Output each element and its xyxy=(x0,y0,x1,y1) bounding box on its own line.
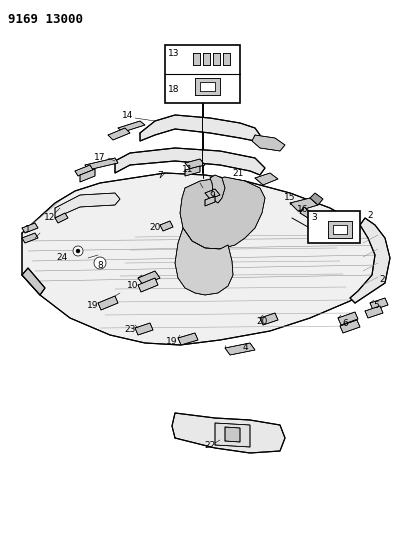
Polygon shape xyxy=(138,271,160,285)
Circle shape xyxy=(73,246,83,256)
Polygon shape xyxy=(195,78,220,95)
Polygon shape xyxy=(178,333,198,345)
Text: 1: 1 xyxy=(25,224,31,233)
Polygon shape xyxy=(138,278,158,292)
Polygon shape xyxy=(108,128,130,140)
Polygon shape xyxy=(22,223,38,233)
Polygon shape xyxy=(213,53,220,65)
Polygon shape xyxy=(328,221,352,238)
Polygon shape xyxy=(85,158,118,170)
Polygon shape xyxy=(22,233,38,243)
Polygon shape xyxy=(55,193,120,218)
Text: 7: 7 xyxy=(157,171,163,180)
Text: 11: 11 xyxy=(182,166,194,174)
Text: 20: 20 xyxy=(256,317,268,326)
Text: 16: 16 xyxy=(297,206,309,214)
Text: 19: 19 xyxy=(166,336,178,345)
Text: 24: 24 xyxy=(56,254,68,262)
Text: 13: 13 xyxy=(168,49,180,58)
Text: 15: 15 xyxy=(284,192,296,201)
Text: 9: 9 xyxy=(209,190,215,199)
Polygon shape xyxy=(203,53,210,65)
Text: 12: 12 xyxy=(44,214,55,222)
Polygon shape xyxy=(225,427,240,442)
Text: 2: 2 xyxy=(367,211,373,220)
Polygon shape xyxy=(260,313,278,325)
Circle shape xyxy=(94,257,106,269)
Polygon shape xyxy=(338,312,358,325)
Text: 10: 10 xyxy=(127,280,139,289)
Polygon shape xyxy=(300,207,312,218)
Circle shape xyxy=(76,249,80,253)
Text: 21: 21 xyxy=(232,168,244,177)
Polygon shape xyxy=(193,53,200,65)
Polygon shape xyxy=(223,53,230,65)
Text: 23: 23 xyxy=(124,326,136,335)
Polygon shape xyxy=(255,173,278,185)
Text: 19: 19 xyxy=(87,301,99,310)
Text: 14: 14 xyxy=(122,110,134,119)
Polygon shape xyxy=(205,196,215,206)
Polygon shape xyxy=(180,177,265,249)
Text: 17: 17 xyxy=(94,154,106,163)
Polygon shape xyxy=(185,166,200,176)
Polygon shape xyxy=(115,148,265,175)
Polygon shape xyxy=(310,193,323,205)
Bar xyxy=(308,211,360,243)
Polygon shape xyxy=(365,306,383,318)
Polygon shape xyxy=(160,221,173,231)
Text: 2: 2 xyxy=(379,276,385,285)
Polygon shape xyxy=(118,121,145,132)
Polygon shape xyxy=(22,173,385,345)
Polygon shape xyxy=(185,159,205,169)
Polygon shape xyxy=(22,268,45,295)
Text: 18: 18 xyxy=(168,85,180,93)
Polygon shape xyxy=(140,115,260,141)
Bar xyxy=(165,45,240,103)
Text: 9169 13000: 9169 13000 xyxy=(8,13,83,26)
Polygon shape xyxy=(215,423,250,447)
Text: 4: 4 xyxy=(242,343,248,352)
Polygon shape xyxy=(200,82,215,91)
Text: 5: 5 xyxy=(373,301,379,310)
Polygon shape xyxy=(80,169,95,182)
Polygon shape xyxy=(340,320,360,333)
Polygon shape xyxy=(350,218,390,303)
Polygon shape xyxy=(333,225,347,234)
Text: 3: 3 xyxy=(311,213,317,222)
Polygon shape xyxy=(172,413,285,453)
Polygon shape xyxy=(252,135,285,151)
Text: 6: 6 xyxy=(342,319,348,327)
Polygon shape xyxy=(290,198,318,211)
Polygon shape xyxy=(75,165,93,176)
Polygon shape xyxy=(370,298,388,310)
Text: 22: 22 xyxy=(204,440,216,449)
Polygon shape xyxy=(135,323,153,335)
Text: 20: 20 xyxy=(149,223,161,232)
Polygon shape xyxy=(225,343,255,355)
Polygon shape xyxy=(205,189,220,199)
Polygon shape xyxy=(98,296,118,310)
Polygon shape xyxy=(210,175,225,203)
Polygon shape xyxy=(55,213,68,223)
Polygon shape xyxy=(175,228,233,295)
Text: 8: 8 xyxy=(97,261,103,270)
